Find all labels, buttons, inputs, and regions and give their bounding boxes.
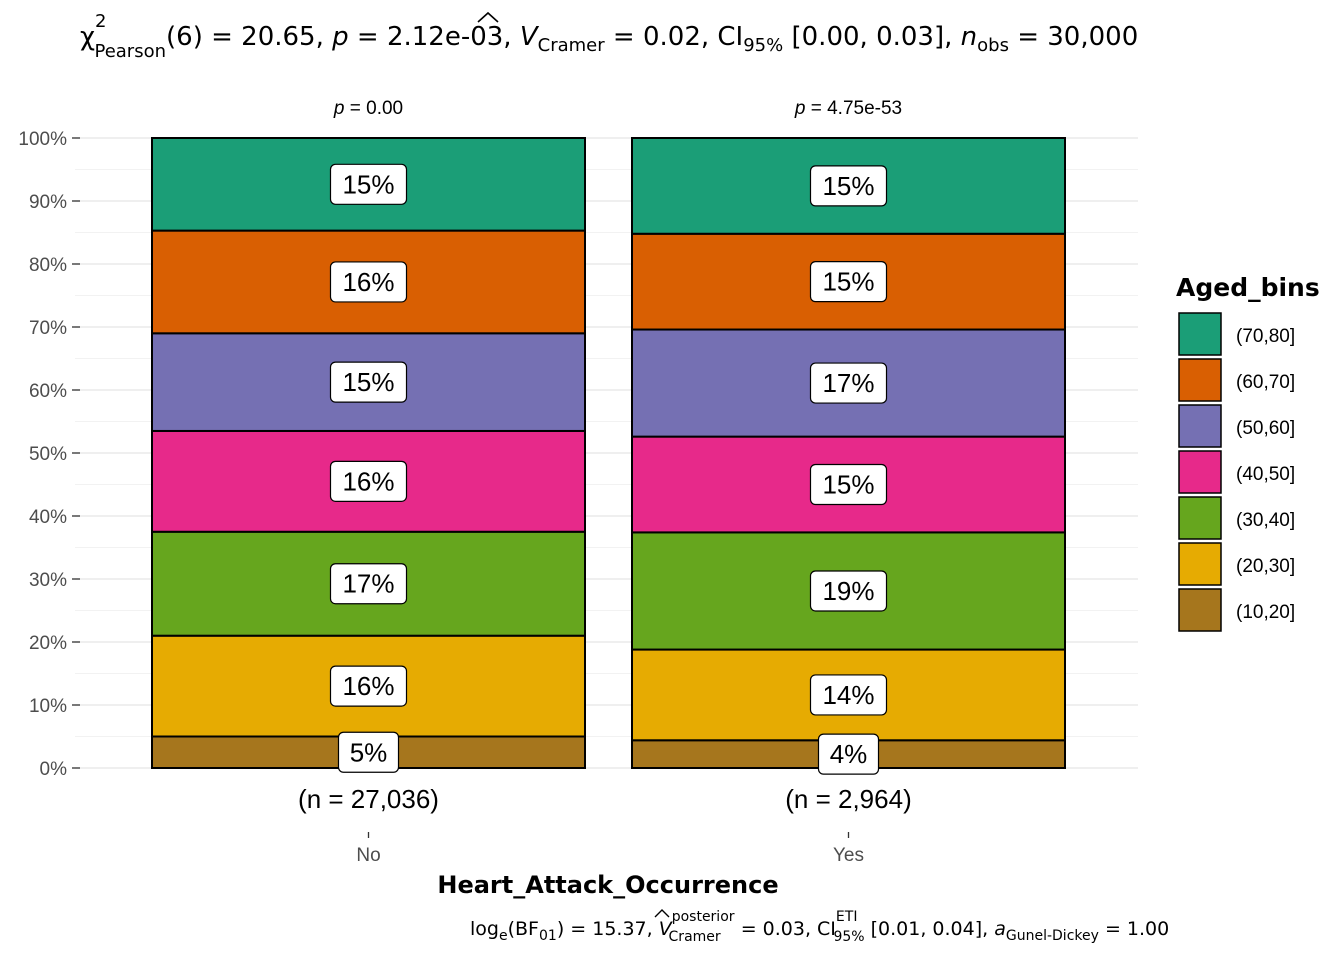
data-label-box — [809, 463, 888, 506]
y-tick-label: 10% — [29, 696, 67, 717]
title-hat-accent — [477, 11, 499, 23]
legend-swatch — [1178, 496, 1222, 540]
data-label: 17% — [342, 569, 394, 599]
caption-hat-accent — [654, 909, 670, 918]
data-label: 15% — [822, 171, 874, 201]
data-label-box — [809, 570, 888, 612]
x-axis: (n = 27,036) No (n = 2,964) Yes — [298, 784, 912, 866]
y-tick-label: 90% — [29, 192, 67, 213]
legend-label: (10,20] — [1236, 602, 1295, 623]
data-label-box — [809, 674, 888, 716]
bar-labels: 5% 16% 17% 16% 15% 16% 15% 4% 14% 19% 15% 17% 15% 15% — [329, 163, 888, 775]
data-label-box — [329, 261, 408, 303]
legend-label: (30,40] — [1236, 510, 1295, 531]
data-label-box — [329, 665, 408, 707]
legend-swatch — [1178, 450, 1222, 494]
data-label: 16% — [342, 671, 394, 701]
legend-swatch — [1178, 358, 1222, 402]
data-label: 16% — [342, 466, 394, 496]
legend-swatch — [1178, 542, 1222, 586]
data-label-box — [817, 733, 880, 775]
data-label: 16% — [342, 267, 394, 297]
y-tick-label: 20% — [29, 633, 67, 654]
legend-label: (60,70] — [1236, 372, 1295, 393]
legend-swatch — [1178, 404, 1222, 448]
data-label-box — [329, 460, 408, 502]
data-label: 15% — [822, 267, 874, 297]
data-label: 15% — [342, 367, 394, 397]
bar-segment — [631, 232, 1066, 331]
legend-label: (20,30] — [1236, 556, 1295, 577]
legend-swatch — [1178, 312, 1222, 356]
data-label-box — [329, 163, 408, 205]
y-tick-label: 70% — [29, 318, 67, 339]
y-axis: 0% 10% 20% 30% 40% 50% 60% 70% 80% 90% 100% — [18, 129, 80, 780]
data-label-box — [329, 563, 408, 605]
y-tick-label: 60% — [29, 381, 67, 402]
x-tick-label: Yes — [833, 845, 864, 866]
legend-label: (40,50] — [1236, 464, 1295, 485]
x-tick-label: No — [356, 845, 380, 866]
chart-title: χ2 Pearson(6) = 20.65, p = 2.12e-03, VCra… — [80, 11, 1138, 62]
chart-caption: loge(BF01) = 15.37, Vposterior Cramer = 0… — [470, 909, 1169, 945]
y-tick-label: 50% — [29, 444, 67, 465]
y-tick-label: 100% — [18, 129, 67, 150]
facet-p-label: p = 0.00 — [333, 98, 403, 119]
legend-swatch — [1178, 588, 1222, 632]
legend-label: (50,60] — [1236, 418, 1295, 439]
facet-p-values: p = 0.00 p = 4.75e-53 — [333, 98, 902, 119]
x-axis-title: Heart_Attack_Occurrence — [437, 871, 778, 899]
legend-label: (70,80] — [1236, 326, 1295, 347]
y-tick-label: 0% — [40, 759, 68, 780]
facet-p-label: p = 4.75e-53 — [794, 98, 902, 119]
data-label-box — [809, 362, 888, 404]
data-label: 15% — [342, 169, 394, 199]
data-label: 5% — [350, 737, 388, 767]
data-label: 19% — [822, 576, 874, 606]
legend: (70,80] (60,70] (50,60] (40,50] (30,40] (20,3… — [1178, 312, 1295, 632]
data-label-box — [809, 165, 888, 207]
data-label-box — [337, 731, 400, 773]
data-label: 15% — [822, 470, 874, 500]
y-tick-label: 40% — [29, 507, 67, 528]
y-tick-label: 30% — [29, 570, 67, 591]
data-label: 14% — [822, 680, 874, 710]
count-label: (n = 27,036) — [298, 784, 439, 814]
data-label-box — [329, 361, 408, 403]
data-label: 4% — [830, 739, 868, 769]
data-label-box — [809, 261, 888, 303]
data-label: 17% — [822, 368, 874, 398]
count-label: (n = 2,964) — [785, 784, 911, 814]
y-tick-label: 80% — [29, 255, 67, 276]
legend-title: Aged_bins — [1176, 273, 1320, 302]
